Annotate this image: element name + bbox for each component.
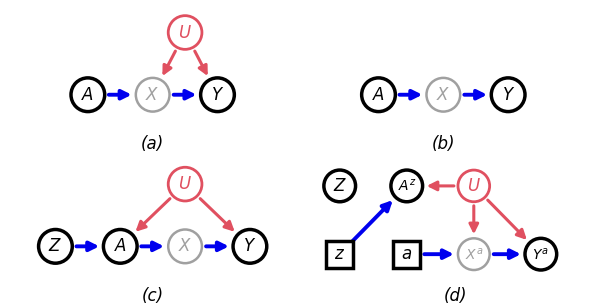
Circle shape	[71, 78, 105, 112]
Text: $\mathit{Z}$: $\mathit{Z}$	[333, 177, 347, 195]
Circle shape	[458, 170, 490, 202]
Text: $\mathit{U}$: $\mathit{U}$	[467, 177, 481, 195]
Text: $\mathit{Y}$: $\mathit{Y}$	[243, 237, 256, 255]
Circle shape	[39, 230, 72, 263]
Text: $\mathit{A}$: $\mathit{A}$	[81, 86, 94, 104]
Text: $\mathit{Y}$: $\mathit{Y}$	[502, 86, 515, 104]
Text: $\mathit{X}$: $\mathit{X}$	[145, 86, 160, 104]
FancyBboxPatch shape	[393, 241, 420, 267]
Circle shape	[391, 170, 423, 202]
Circle shape	[491, 78, 525, 112]
Circle shape	[136, 78, 169, 112]
Circle shape	[201, 78, 234, 112]
Text: (b): (b)	[432, 135, 455, 153]
Text: $\mathit{X}$: $\mathit{X}$	[436, 86, 451, 104]
Circle shape	[362, 78, 395, 112]
Text: $\mathit{A}^{\mathit{z}}$: $\mathit{A}^{\mathit{z}}$	[398, 178, 416, 194]
Circle shape	[525, 238, 557, 270]
Circle shape	[103, 230, 137, 263]
Text: (d): (d)	[444, 287, 467, 304]
Text: $\mathit{A}$: $\mathit{A}$	[114, 237, 127, 255]
Circle shape	[458, 238, 490, 270]
Circle shape	[168, 167, 202, 201]
Text: $\mathit{a}$: $\mathit{a}$	[401, 245, 412, 263]
Text: $\mathit{z}$: $\mathit{z}$	[334, 245, 345, 263]
Circle shape	[168, 230, 202, 263]
Text: $\mathit{U}$: $\mathit{U}$	[178, 24, 192, 42]
Text: $\mathit{Y}$: $\mathit{Y}$	[211, 86, 224, 104]
Text: (a): (a)	[141, 135, 164, 153]
Text: $\mathit{X}^{\mathit{a}}$: $\mathit{X}^{\mathit{a}}$	[465, 246, 483, 262]
Circle shape	[168, 16, 202, 49]
Text: (c): (c)	[142, 287, 164, 304]
Text: $\mathit{A}$: $\mathit{A}$	[372, 86, 385, 104]
Text: $\mathit{X}$: $\mathit{X}$	[178, 237, 193, 255]
Circle shape	[427, 78, 460, 112]
FancyBboxPatch shape	[327, 241, 353, 267]
Text: $\mathit{Y}^{\mathit{a}}$: $\mathit{Y}^{\mathit{a}}$	[532, 246, 549, 262]
Circle shape	[233, 230, 267, 263]
Circle shape	[324, 170, 356, 202]
Text: $\mathit{Z}$: $\mathit{Z}$	[48, 237, 63, 255]
Text: $\mathit{U}$: $\mathit{U}$	[178, 175, 192, 193]
